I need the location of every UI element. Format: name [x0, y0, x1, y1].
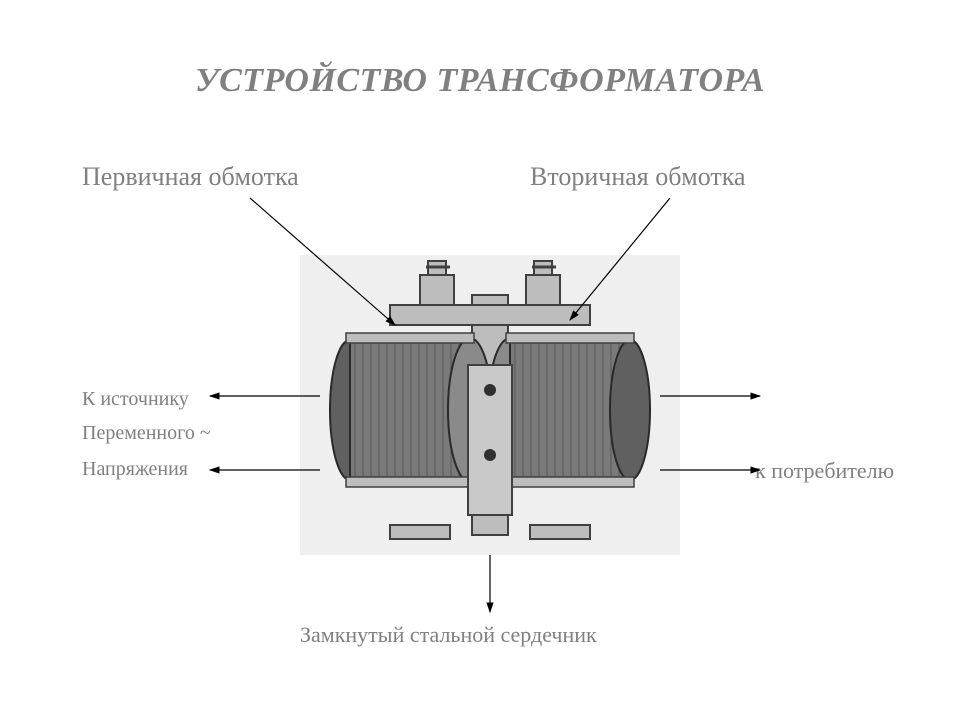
slide-title: УСТРОЙСТВО ТРАНСФОРМАТОРА — [0, 62, 960, 100]
transformer-illustration — [300, 255, 680, 555]
label-core: Замкнутый стальной сердечник — [300, 622, 597, 648]
label-to-consumer: к потребителю — [755, 458, 894, 484]
label-secondary-winding: Вторичная обмотка — [530, 162, 746, 192]
label-primary-winding: Первичная обмотка — [82, 162, 299, 192]
transformer-svg — [300, 255, 680, 555]
label-to-source-1: К источнику — [82, 388, 189, 411]
label-to-source-3: Напряжения — [82, 458, 188, 481]
slide: УСТРОЙСТВО ТРАНСФОРМАТОРА Первичная обмо… — [0, 0, 960, 720]
label-to-source-2: Переменного ~ — [82, 422, 211, 445]
